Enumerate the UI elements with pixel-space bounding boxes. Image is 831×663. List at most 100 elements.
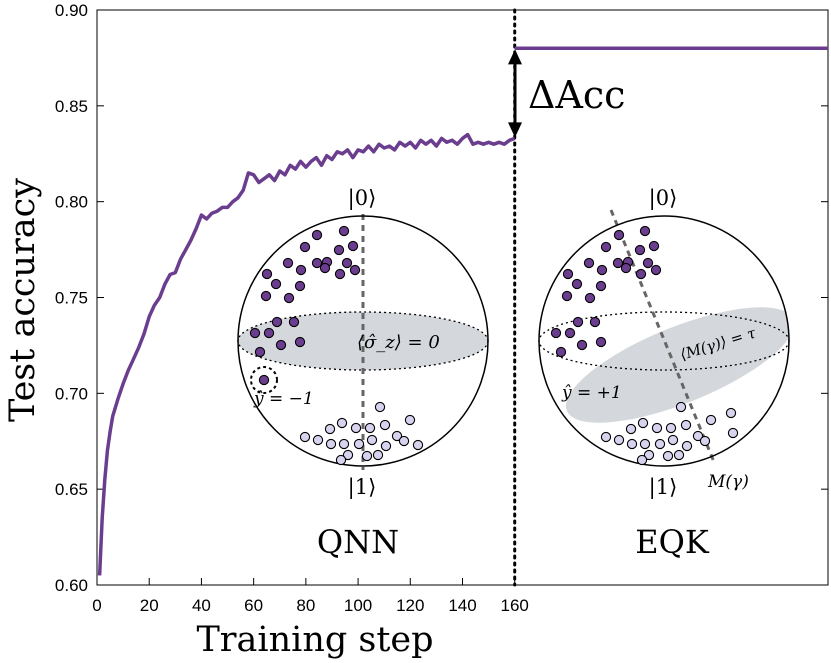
y-tick-label: 0.85 xyxy=(55,97,88,116)
point xyxy=(651,422,663,434)
point xyxy=(550,327,562,339)
point xyxy=(270,278,282,290)
point xyxy=(555,346,567,358)
point xyxy=(564,327,576,339)
point xyxy=(275,339,287,351)
point xyxy=(667,434,679,446)
x-tick-label: 80 xyxy=(296,596,315,615)
x-tick-label: 160 xyxy=(501,596,529,615)
delta-arrowhead-top xyxy=(508,49,522,65)
point xyxy=(692,430,704,442)
point xyxy=(333,244,345,256)
y-axis-label: Test accuracy xyxy=(3,178,43,422)
eqk-class-1-points xyxy=(600,401,739,466)
point xyxy=(263,327,275,339)
point xyxy=(583,257,595,269)
point xyxy=(283,292,295,304)
y-tick-label: 0.65 xyxy=(55,480,88,499)
point xyxy=(636,454,648,466)
y-tick-label: 0.60 xyxy=(55,576,88,595)
eqk-decision-plane xyxy=(565,307,789,423)
y-axis: 0.60 0.65 0.70 0.75 0.80 0.85 0.90 xyxy=(55,1,828,595)
point xyxy=(561,290,573,302)
delta-arrowhead-bottom xyxy=(508,122,522,138)
point xyxy=(662,450,674,462)
point xyxy=(299,241,311,253)
point xyxy=(650,264,662,276)
point xyxy=(673,449,685,461)
point xyxy=(681,440,693,452)
point xyxy=(620,262,632,274)
point xyxy=(324,423,336,435)
point xyxy=(335,454,347,466)
x-tick-label: 140 xyxy=(448,596,476,615)
qnn-sphere-outline xyxy=(237,215,489,467)
y-tick-label: 0.80 xyxy=(55,193,88,212)
delta-acc-label: ΔAcc xyxy=(528,73,625,117)
eqk-sphere-outline xyxy=(538,215,790,467)
y-tick-label: 0.70 xyxy=(55,384,88,403)
x-tick-label: 60 xyxy=(244,596,263,615)
point xyxy=(576,339,588,351)
qnn-class-0-points xyxy=(249,225,361,386)
point xyxy=(372,449,384,461)
point xyxy=(612,257,624,269)
point xyxy=(654,438,666,450)
point xyxy=(261,268,273,280)
point xyxy=(595,336,607,348)
point xyxy=(562,268,574,280)
eqk-measurement-label: M(γ) xyxy=(707,472,749,492)
point xyxy=(626,438,638,450)
x-tick-label: 100 xyxy=(344,596,372,615)
point xyxy=(325,438,337,450)
point xyxy=(639,225,651,237)
qnn-top-state: |0⟩ xyxy=(348,186,377,211)
point xyxy=(342,449,354,461)
point xyxy=(637,417,649,429)
x-axis: 0 20 40 60 80 100 120 140 160 xyxy=(92,578,529,615)
x-tick-label: 40 xyxy=(192,596,211,615)
qnn-highlight-ring xyxy=(250,366,278,394)
point xyxy=(249,327,261,339)
point xyxy=(725,407,737,419)
point xyxy=(571,278,583,290)
point xyxy=(353,438,365,450)
point xyxy=(699,435,711,447)
eqk-top-state: |0⟩ xyxy=(649,186,678,211)
point xyxy=(260,290,272,302)
point xyxy=(613,229,625,241)
point xyxy=(312,434,324,446)
point xyxy=(336,417,348,429)
y-tick-label: 0.90 xyxy=(55,1,88,20)
series-qnn-line xyxy=(97,132,516,576)
point xyxy=(282,257,294,269)
point xyxy=(600,431,612,443)
point xyxy=(589,316,601,328)
point xyxy=(341,257,353,269)
y-tick-label: 0.75 xyxy=(55,289,88,308)
point xyxy=(334,268,346,280)
point xyxy=(380,440,392,452)
x-axis-label: Training step xyxy=(196,620,433,660)
eqk-prediction-label: ŷ = +1 xyxy=(561,383,622,403)
point xyxy=(404,414,416,426)
point xyxy=(727,427,739,439)
point xyxy=(595,280,607,292)
point xyxy=(361,450,373,462)
point xyxy=(311,257,323,269)
point xyxy=(319,262,331,274)
point xyxy=(347,240,359,252)
point xyxy=(338,225,350,237)
x-tick-label: 20 xyxy=(140,596,159,615)
eqk-bottom-state: |1⟩ xyxy=(649,475,678,500)
point xyxy=(584,292,596,304)
point xyxy=(634,244,646,256)
point xyxy=(572,316,584,328)
x-tick-label: 0 xyxy=(92,596,101,615)
point xyxy=(642,257,654,269)
point xyxy=(398,435,410,447)
qnn-prediction-label: ŷ = −1 xyxy=(253,389,314,409)
point xyxy=(295,264,307,276)
point xyxy=(596,264,608,276)
